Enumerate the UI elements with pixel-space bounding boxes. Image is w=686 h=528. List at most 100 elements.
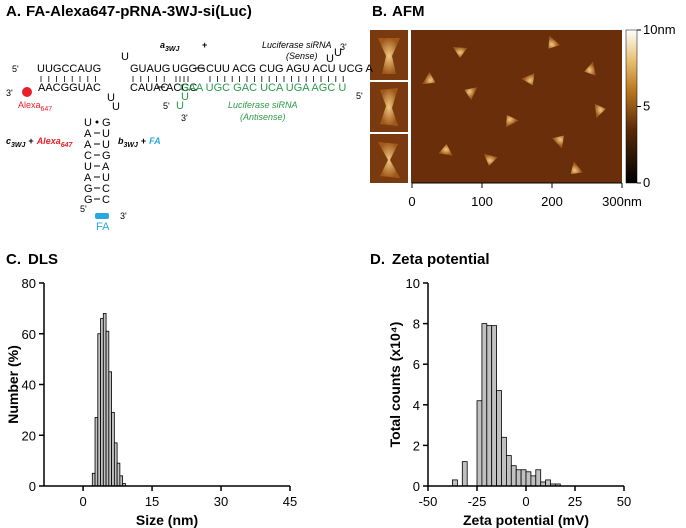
sequence: U (326, 53, 334, 65)
sequence: 5' (356, 91, 363, 101)
bar (501, 436, 507, 487)
stem-base: U (102, 128, 110, 140)
afm-particle (438, 144, 453, 156)
sequence: U (181, 91, 189, 103)
x-tick-label: 15 (145, 494, 159, 509)
strand: b (118, 136, 124, 146)
x-axis-label: Size (nm) (136, 512, 198, 528)
strand-label: b3WJ + FA (118, 136, 161, 149)
sequence: U (176, 100, 184, 112)
sub: 647 (61, 142, 74, 149)
y-tick-label: 0 (413, 479, 420, 494)
sequence: GUAUG (130, 63, 170, 75)
bar (97, 333, 101, 487)
sequence: AACGGUAC (38, 82, 101, 94)
bar (476, 400, 483, 487)
y-tick-label: 0 (29, 479, 36, 494)
sequence: CAUAC (130, 82, 169, 94)
sense-note: (Sense) (286, 51, 318, 61)
sequence: 3' (181, 113, 188, 123)
sub: 3WJ (124, 142, 140, 149)
y-tick-label: 8 (413, 317, 420, 332)
sequence: GAA UGC GAC UCA UGA AGC U (180, 82, 346, 94)
afm-image (411, 30, 622, 183)
bar (105, 330, 110, 487)
x-tick-label: 30 (214, 494, 228, 509)
bar (510, 465, 517, 487)
x-tick-label: -50 (419, 494, 438, 509)
x-tick-label: 25 (568, 494, 582, 509)
x-tick-label: 0 (522, 494, 529, 509)
plus: + (28, 136, 33, 146)
y-tick-label: 2 (413, 438, 420, 453)
stem-base: A (84, 139, 92, 151)
x-axis-label: Zeta potential (mV) (463, 512, 589, 528)
bar (535, 469, 542, 487)
afm-particle (548, 35, 560, 49)
bar (461, 461, 468, 487)
x-tick-label: 50 (617, 494, 631, 509)
sequence: CUU ACG CUG AGU ACU UCG A (206, 63, 374, 75)
bar (545, 479, 551, 487)
y-axis-label: Total counts (x10⁴) (387, 322, 403, 448)
x-tick-label: 100 (471, 194, 493, 209)
panel-a-label: A. (6, 3, 21, 20)
y-tick-label: 40 (22, 378, 36, 393)
stem-base: G (102, 150, 111, 162)
y-axis-label: Number (%) (5, 345, 21, 424)
stem-base: U (102, 139, 110, 151)
x-tick-label: 200 (541, 194, 563, 209)
sequence: 5' (163, 101, 170, 111)
y-tick-label: 6 (413, 357, 420, 372)
afm-particle (453, 47, 467, 58)
bar (520, 469, 527, 487)
panel-a-title: FA-Alexa647-pRNA-3WJ-si(Luc) (26, 3, 252, 20)
bar (496, 390, 502, 487)
bar (481, 323, 488, 487)
stem-base: G (102, 117, 111, 129)
bar (530, 475, 537, 487)
dye: Alexa (18, 100, 41, 110)
afm-particle (584, 61, 596, 76)
antisense-label: Luciferase siRNA (228, 100, 298, 110)
sense-label: Luciferase siRNA (262, 40, 332, 50)
strand-label: c3WJ + Alexa647 (6, 136, 74, 149)
colorbar (625, 29, 638, 184)
bar (94, 417, 99, 487)
dye: Alexa (36, 136, 61, 146)
bar (486, 325, 493, 487)
colorbar-label: 5 (643, 99, 650, 114)
x-tick-label: 300nm (602, 194, 642, 209)
x-tick-label: 0 (79, 494, 86, 509)
x-tick-label: 0 (408, 194, 415, 209)
stem-base: C (102, 194, 110, 206)
stem-base: A (102, 161, 110, 173)
afm-insets (370, 30, 408, 183)
y-tick-label: 4 (413, 398, 420, 413)
stem-base: C (84, 150, 92, 162)
sequence: UGGG (172, 63, 206, 75)
stem-base: C (102, 183, 110, 195)
afm-particle (506, 114, 519, 128)
bar (525, 471, 532, 487)
bar (452, 479, 458, 487)
sub: 3WJ (165, 46, 181, 53)
afm-particle (483, 153, 498, 166)
sub: 3WJ (11, 142, 27, 149)
stem-base: U (102, 172, 110, 184)
stem-base: U (84, 117, 92, 129)
stem-base: U (84, 161, 92, 173)
strand: c (6, 136, 11, 146)
sequence: U (112, 101, 120, 113)
sequence: ACCC (166, 82, 197, 94)
afm-particle (464, 87, 478, 100)
sequence: UUGCCAUG (37, 63, 101, 75)
y-tick-label: 60 (22, 327, 36, 342)
sequence: 3' (6, 88, 13, 98)
afm-particle (594, 103, 606, 118)
fa: FA (149, 136, 161, 146)
bar (91, 472, 96, 487)
sequence: 3' (340, 42, 347, 52)
antisense-note: (Antisense) (240, 112, 286, 122)
